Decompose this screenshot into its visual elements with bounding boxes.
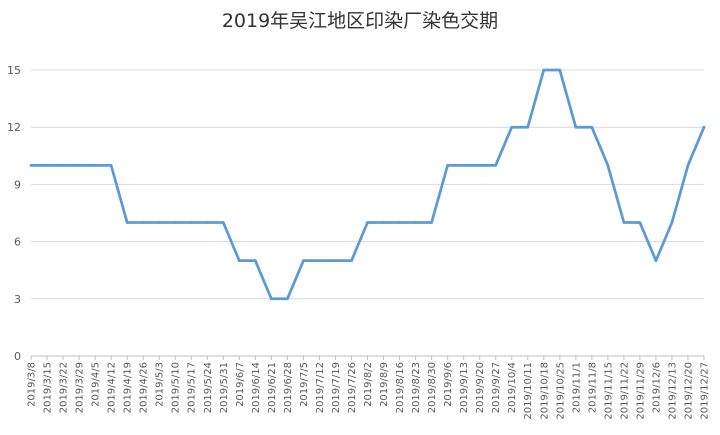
data-point (270, 297, 273, 301)
x-tick-label: 2019/6/28 (283, 362, 294, 413)
data-point (574, 125, 578, 129)
x-tick-label: 2019/8/23 (411, 362, 422, 413)
data-point (414, 221, 417, 224)
data-point (157, 221, 161, 224)
data-point (702, 125, 706, 129)
data-point (125, 221, 129, 224)
series-layer (29, 68, 706, 301)
x-tick-label: 2019/12/20 (683, 362, 694, 420)
x-tick-label: 2019/11/8 (587, 362, 598, 413)
data-point (558, 68, 562, 72)
data-point (686, 164, 690, 167)
y-tick-label: 9 (14, 178, 21, 191)
x-tick-label: 2019/5/31 (219, 362, 230, 413)
x-tick-label: 2019/10/4 (507, 362, 518, 413)
data-point (221, 221, 225, 224)
data-point (382, 221, 385, 224)
x-tick-label: 2019/5/10 (171, 362, 182, 413)
x-tick-label: 2019/3/8 (27, 362, 38, 407)
y-tick-label: 6 (14, 236, 21, 249)
x-tick-label: 2019/7/12 (315, 362, 326, 413)
data-point (478, 164, 481, 167)
x-tick-label: 2019/3/29 (75, 362, 86, 413)
x-tick-label: 2019/11/29 (635, 362, 646, 420)
data-point (590, 125, 594, 129)
y-tick-label: 3 (14, 293, 21, 306)
data-point (334, 259, 337, 262)
x-tick-label: 2019/9/13 (459, 362, 470, 413)
x-tick-label: 2019/6/14 (251, 362, 262, 413)
data-point (430, 221, 433, 224)
x-tick-label: 2019/11/15 (603, 362, 614, 420)
x-tick-label: 2019/12/27 (700, 362, 711, 420)
x-tick-label: 2019/3/22 (59, 362, 70, 413)
gridlines (31, 69, 704, 357)
x-tick-label: 2019/8/9 (379, 362, 390, 407)
x-tick-label: 2019/10/11 (523, 362, 534, 420)
y-tick-label: 0 (14, 350, 21, 363)
data-point (462, 164, 465, 167)
data-point (254, 259, 257, 262)
data-point (109, 164, 113, 167)
x-axis: 2019/3/8 2019/3/15 2019/3/22 2019/3/29 2019/… (27, 356, 711, 420)
x-tick-label: 2019/6/21 (267, 362, 278, 413)
data-point (173, 221, 177, 224)
x-tick-label: 2019/4/12 (107, 362, 118, 413)
x-tick-label: 2019/6/7 (235, 362, 246, 407)
x-tick-label: 2019/8/16 (395, 362, 406, 413)
x-tick-label: 2019/10/25 (555, 362, 566, 420)
data-point (238, 259, 241, 262)
data-point (45, 164, 49, 167)
data-point (61, 164, 65, 167)
x-tick-label: 2019/7/5 (299, 362, 310, 407)
data-point (622, 221, 626, 224)
x-tick-label: 2019/5/3 (155, 362, 166, 407)
x-tick-label: 2019/4/5 (91, 362, 102, 407)
data-point (29, 164, 33, 167)
chart-title: 2019年吴江地区印染厂染色交期 (221, 10, 499, 32)
x-tick-label: 2019/8/30 (427, 362, 438, 413)
data-point (350, 259, 353, 262)
x-tick-label: 2019/4/19 (123, 362, 134, 413)
data-point (670, 221, 674, 224)
data-point (189, 221, 193, 224)
data-point (606, 164, 610, 167)
data-point (494, 164, 497, 167)
x-tick-label: 2019/12/6 (651, 362, 662, 413)
x-tick-label: 2019/3/15 (43, 362, 54, 413)
x-tick-label: 2019/8/2 (363, 362, 374, 407)
y-axis: 0 3 6 9 12 15 (7, 64, 21, 363)
x-tick-label: 2019/4/26 (139, 362, 150, 413)
y-tick-label: 15 (7, 64, 21, 77)
data-point (398, 221, 401, 224)
x-tick-label: 2019/11/22 (619, 362, 630, 420)
x-tick-label: 2019/11/1 (571, 362, 582, 413)
data-point (93, 164, 97, 167)
x-tick-label: 2019/10/18 (539, 362, 550, 420)
data-point (205, 221, 209, 224)
data-point (318, 259, 321, 262)
data-point (141, 221, 145, 224)
x-tick-label: 2019/7/19 (331, 362, 342, 413)
data-point (446, 164, 449, 167)
data-point (510, 125, 514, 129)
x-tick-label: 2019/7/26 (347, 362, 358, 413)
data-point (526, 125, 530, 129)
data-point (77, 164, 81, 167)
data-point (302, 259, 305, 262)
data-point (542, 68, 546, 72)
data-point (638, 221, 642, 224)
x-tick-label: 2019/9/27 (491, 362, 502, 413)
data-point (654, 259, 658, 262)
x-tick-label: 2019/9/20 (475, 362, 486, 413)
y-tick-label: 12 (7, 121, 21, 134)
data-point (286, 297, 289, 301)
data-point (366, 221, 369, 224)
x-tick-label: 2019/12/13 (667, 362, 678, 420)
x-tick-label: 2019/5/17 (187, 362, 198, 413)
x-tick-label: 2019/9/6 (443, 362, 454, 407)
x-tick-label: 2019/5/24 (203, 362, 214, 413)
